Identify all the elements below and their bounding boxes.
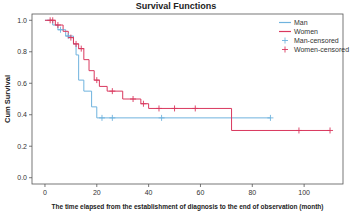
censor-mark (50, 17, 56, 23)
y-tick-label: 0.6 (17, 80, 27, 87)
legend-label: Man (294, 19, 308, 26)
title: Survival Functions (136, 1, 217, 11)
censor-mark (55, 22, 61, 28)
legend-label: Women (294, 28, 318, 35)
x-tick (200, 184, 201, 187)
x-tick (252, 184, 253, 187)
x-tick (304, 184, 305, 187)
censor-mark (156, 105, 162, 111)
legend-label: Man-censored (294, 37, 339, 44)
censor-mark (140, 101, 146, 107)
x-tick-label: 40 (145, 189, 153, 196)
y-tick (29, 146, 32, 147)
x-axis-title: The time elapsed from the establishment … (52, 202, 324, 211)
y-tick (29, 20, 32, 21)
x-tick-label: 100 (298, 189, 310, 196)
y-tick (29, 114, 32, 115)
censor-mark (99, 115, 105, 121)
censor-mark (172, 105, 178, 111)
y-tick-label: 0.0 (17, 174, 27, 181)
censor-mark (109, 115, 115, 121)
y-tick-label: 1.0 (17, 17, 27, 24)
y-tick-label: 0.2 (17, 143, 27, 150)
x-tick (96, 184, 97, 187)
legend-swatch (282, 47, 288, 53)
x-tick-label: 0 (43, 189, 47, 196)
censor-mark (68, 35, 74, 41)
y-tick (29, 83, 32, 84)
censor-mark (73, 41, 79, 47)
y-axis-title: Cum Survival (3, 75, 12, 123)
x-tick (44, 184, 45, 187)
x-tick-label: 60 (197, 189, 205, 196)
censor-mark (65, 33, 71, 39)
censor-mark (327, 127, 333, 133)
censor-mark (78, 46, 84, 52)
chart: Survival Functions 0.0 0.2 0.4 0.6 0.8 1.0 0 20 4… (0, 0, 352, 218)
y-tick (29, 177, 32, 178)
y-tick (29, 51, 32, 52)
legend-label: Women-censored (294, 46, 349, 53)
censor-mark (94, 77, 100, 83)
censor-mark (58, 27, 64, 33)
legend-swatch (279, 31, 291, 32)
survival-line (45, 20, 270, 118)
censor-mark (267, 115, 273, 121)
legend-box (277, 17, 341, 61)
censor-mark (192, 105, 198, 111)
x-tick-label: 20 (93, 189, 101, 196)
x-tick-label: 80 (248, 189, 256, 196)
y-tick-label: 0.8 (17, 48, 27, 55)
plot-frame (32, 14, 343, 184)
y-tick-label: 0.4 (17, 111, 27, 118)
x-tick (148, 184, 149, 187)
censor-mark (130, 96, 136, 102)
censor-mark (296, 127, 302, 133)
censor-mark (109, 88, 115, 94)
legend-swatch (282, 38, 288, 44)
legend-swatch (279, 22, 291, 23)
censor-mark (159, 115, 165, 121)
legend: Man Women Man-censored Women-censored (277, 17, 349, 61)
